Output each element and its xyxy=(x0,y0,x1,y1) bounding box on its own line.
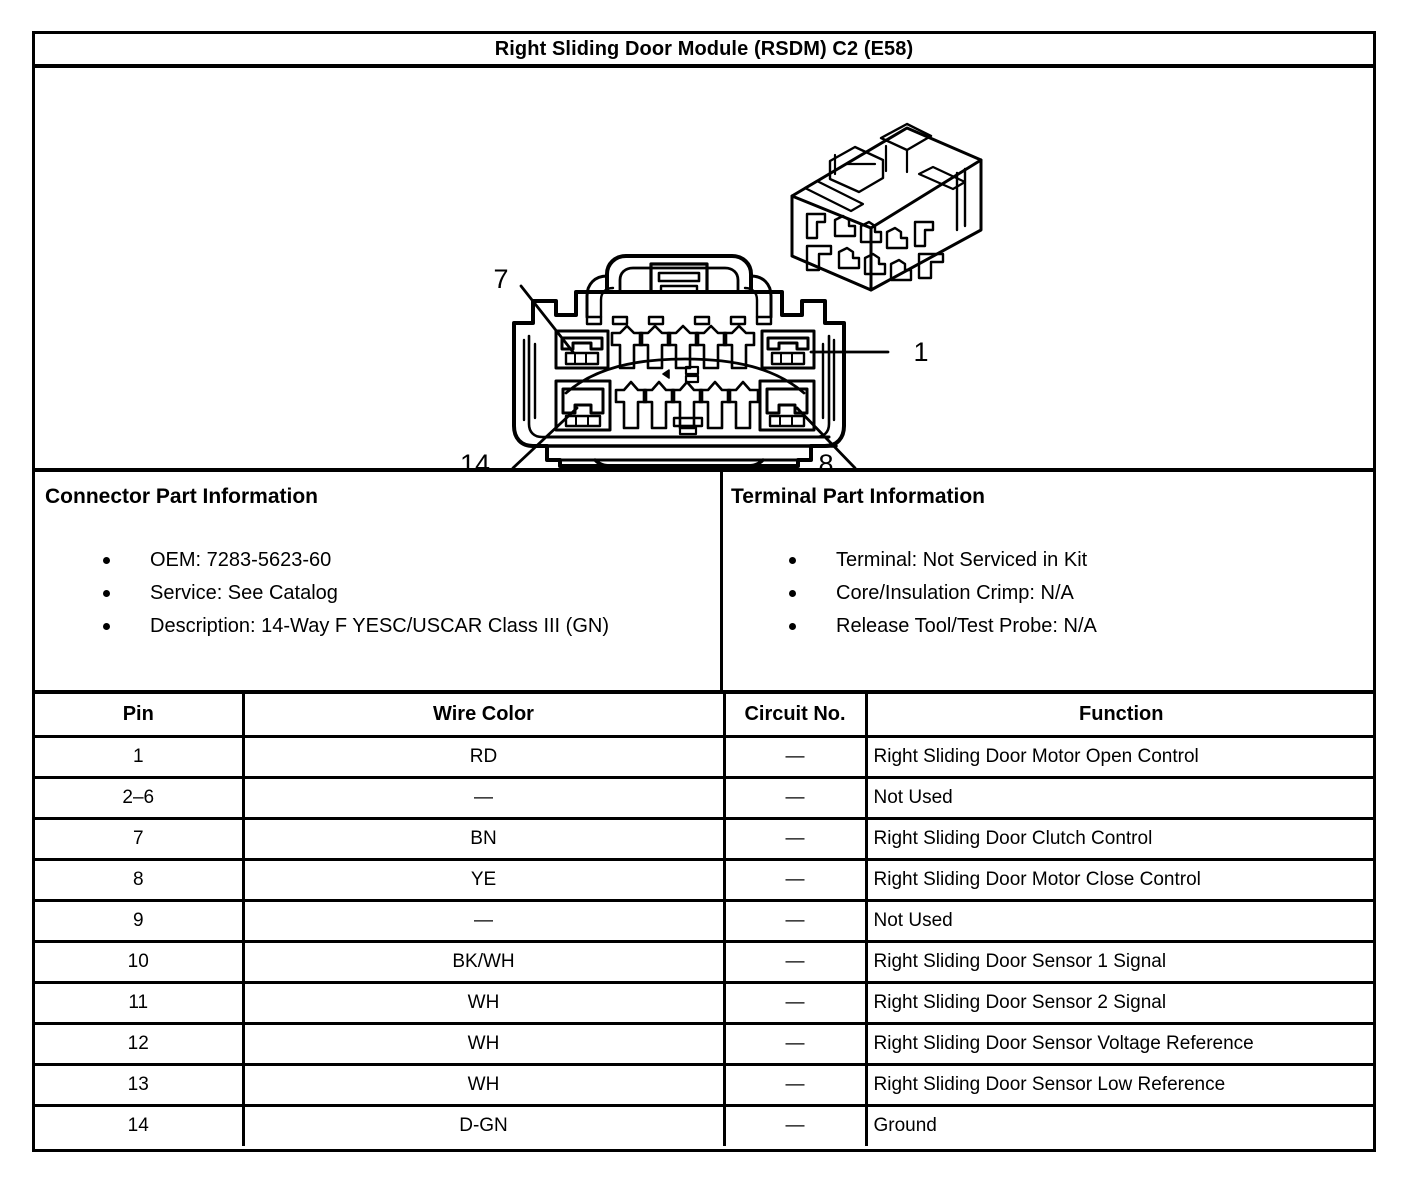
column-header-wire-color: Wire Color xyxy=(241,694,726,738)
table-row: 9 — — Not Used xyxy=(35,898,1373,943)
connector-diagram-band: 7 1 14 8 xyxy=(35,68,1373,472)
cell-function: Right Sliding Door Motor Open Control xyxy=(864,734,1373,779)
page-title-band: Right Sliding Door Module (RSDM) C2 (E58… xyxy=(35,34,1373,68)
callout-label-7: 7 xyxy=(493,264,508,294)
cell-circuit-no: — xyxy=(722,857,868,902)
cell-wire-color: RD xyxy=(241,734,726,779)
cell-circuit-no: — xyxy=(722,1103,868,1146)
cell-function: Right Sliding Door Sensor Low Reference xyxy=(864,1062,1373,1107)
cell-pin: 7 xyxy=(35,816,245,861)
cell-function: Ground xyxy=(864,1103,1373,1146)
cell-circuit-no: — xyxy=(722,939,868,984)
cell-pin: 13 xyxy=(35,1062,245,1107)
cell-circuit-no: — xyxy=(722,1021,868,1066)
callout-label-8: 8 xyxy=(818,449,833,468)
bullet-icon xyxy=(103,590,110,597)
table-row: 13 WH — Right Sliding Door Sensor Low Re… xyxy=(35,1062,1373,1107)
callout-label-14: 14 xyxy=(460,449,490,468)
cell-wire-color: — xyxy=(241,775,726,820)
cell-pin: 2–6 xyxy=(35,775,245,820)
cell-wire-color: YE xyxy=(241,857,726,902)
terminal-part-information-list: Terminal: Not Serviced in Kit Core/Insul… xyxy=(731,544,1373,643)
connector-part-information-heading: Connector Part Information xyxy=(45,485,319,508)
cell-wire-color: WH xyxy=(241,1021,726,1066)
part-information-band: Connector Part Information OEM: 7283-562… xyxy=(35,472,1373,694)
cell-wire-color: D-GN xyxy=(241,1103,726,1146)
cell-circuit-no: — xyxy=(722,816,868,861)
table-row: 11 WH — Right Sliding Door Sensor 2 Sign… xyxy=(35,980,1373,1025)
table-row: 12 WH — Right Sliding Door Sensor Voltag… xyxy=(35,1021,1373,1066)
bullet-icon xyxy=(789,623,796,630)
column-header-pin: Pin xyxy=(35,694,245,738)
connector-part-information-panel: Connector Part Information OEM: 7283-562… xyxy=(35,472,723,690)
table-row: 8 YE — Right Sliding Door Motor Close Co… xyxy=(35,857,1373,902)
table-row: 2–6 — — Not Used xyxy=(35,775,1373,820)
list-item-label: Description: 14-Way F YESC/USCAR Class I… xyxy=(150,615,609,637)
list-item-label: Service: See Catalog xyxy=(150,582,338,604)
cell-pin: 8 xyxy=(35,857,245,902)
cell-pin: 12 xyxy=(35,1021,245,1066)
cell-wire-color: BK/WH xyxy=(241,939,726,984)
table-row: 7 BN — Right Sliding Door Clutch Control xyxy=(35,816,1373,861)
cell-function: Right Sliding Door Clutch Control xyxy=(864,816,1373,861)
pinout-table-body: 1 RD — Right Sliding Door Motor Open Con… xyxy=(35,734,1373,1146)
list-item: OEM: 7283-5623-60 xyxy=(45,544,720,577)
list-item: Release Tool/Test Probe: N/A xyxy=(731,610,1373,643)
table-row: 1 RD — Right Sliding Door Motor Open Con… xyxy=(35,734,1373,779)
callout-leaders xyxy=(511,284,890,468)
table-header-row: Pin Wire Color Circuit No. Function xyxy=(35,694,1373,738)
column-header-function: Function xyxy=(864,694,1373,738)
connector-isometric-view xyxy=(790,122,983,292)
terminal-part-information-heading: Terminal Part Information xyxy=(731,485,985,508)
connector-face-view xyxy=(512,254,846,468)
callout-label-1: 1 xyxy=(913,337,928,367)
connector-diagram: 7 1 14 8 xyxy=(460,122,983,468)
bullet-icon xyxy=(789,590,796,597)
cell-wire-color: WH xyxy=(241,980,726,1025)
list-item-label: Core/Insulation Crimp: N/A xyxy=(836,582,1074,604)
cell-wire-color: WH xyxy=(241,1062,726,1107)
table-row: 10 BK/WH — Right Sliding Door Sensor 1 S… xyxy=(35,939,1373,984)
cell-pin: 9 xyxy=(35,898,245,943)
cell-circuit-no: — xyxy=(722,898,868,943)
bullet-icon xyxy=(103,557,110,564)
cell-pin: 1 xyxy=(35,734,245,779)
cell-circuit-no: — xyxy=(722,734,868,779)
cell-function: Right Sliding Door Sensor 2 Signal xyxy=(864,980,1373,1025)
cell-pin: 14 xyxy=(35,1103,245,1146)
cell-wire-color: — xyxy=(241,898,726,943)
list-item-label: OEM: 7283-5623-60 xyxy=(150,549,332,571)
column-header-circuit-no: Circuit No. xyxy=(722,694,868,738)
cell-function: Not Used xyxy=(864,898,1373,943)
cell-circuit-no: — xyxy=(722,775,868,820)
cell-function: Right Sliding Door Sensor 1 Signal xyxy=(864,939,1373,984)
list-item: Core/Insulation Crimp: N/A xyxy=(731,577,1373,610)
bullet-icon xyxy=(789,557,796,564)
list-item: Service: See Catalog xyxy=(45,577,720,610)
pinout-table: Pin Wire Color Circuit No. Function 1 RD… xyxy=(35,694,1373,1146)
bullet-icon xyxy=(103,623,110,630)
list-item-label: Terminal: Not Serviced in Kit xyxy=(836,549,1088,571)
list-item: Terminal: Not Serviced in Kit xyxy=(731,544,1373,577)
list-item: Description: 14-Way F YESC/USCAR Class I… xyxy=(45,610,720,643)
cell-wire-color: BN xyxy=(241,816,726,861)
list-item-label: Release Tool/Test Probe: N/A xyxy=(836,615,1097,637)
cell-pin: 11 xyxy=(35,980,245,1025)
connector-part-information-list: OEM: 7283-5623-60 Service: See Catalog D… xyxy=(45,544,720,643)
connector-datasheet-sheet: Right Sliding Door Module (RSDM) C2 (E58… xyxy=(32,31,1376,1152)
terminal-part-information-panel: Terminal Part Information Terminal: Not … xyxy=(723,472,1373,690)
cell-function: Not Used xyxy=(864,775,1373,820)
cell-function: Right Sliding Door Sensor Voltage Refere… xyxy=(864,1021,1373,1066)
table-row: 14 D-GN — Ground xyxy=(35,1103,1373,1146)
page-title: Right Sliding Door Module (RSDM) C2 (E58… xyxy=(494,37,914,60)
cell-circuit-no: — xyxy=(722,1062,868,1107)
cell-circuit-no: — xyxy=(722,980,868,1025)
cell-function: Right Sliding Door Motor Close Control xyxy=(864,857,1373,902)
cell-pin: 10 xyxy=(35,939,245,984)
